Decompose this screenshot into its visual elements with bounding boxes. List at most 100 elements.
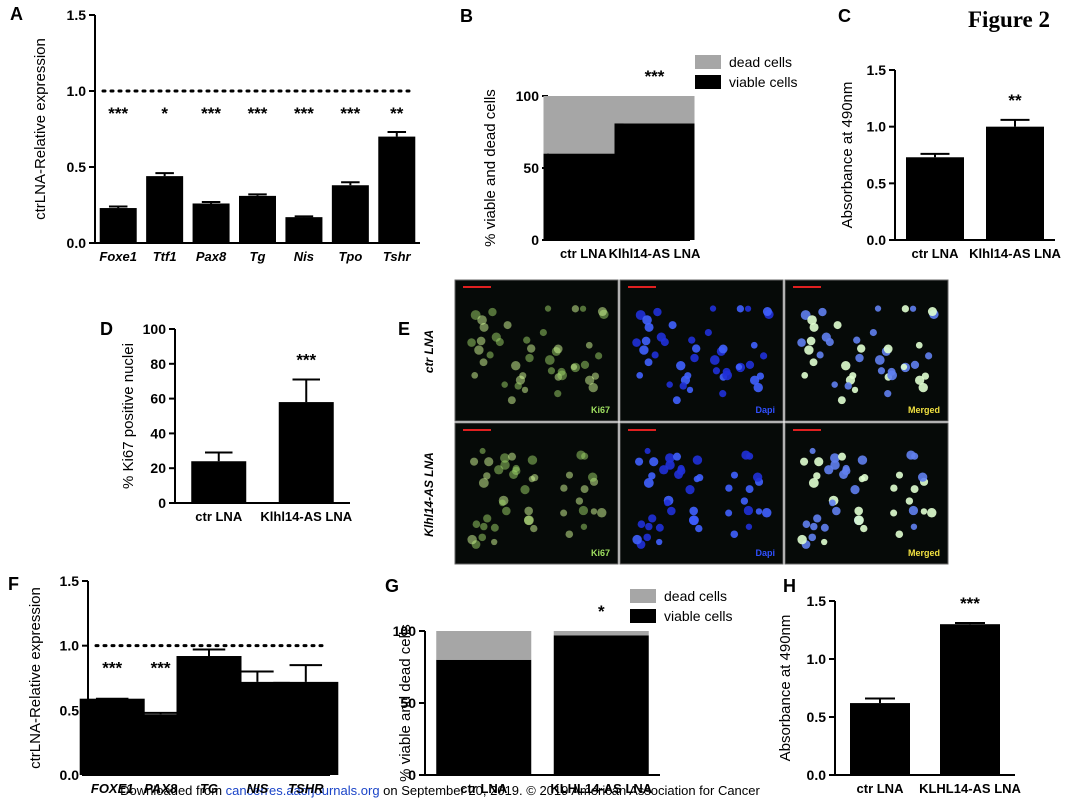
nucleus (841, 466, 851, 476)
nucleus (639, 345, 649, 355)
nucleus (854, 515, 864, 526)
nucleus (874, 305, 882, 312)
y-tick-label: 1.0 (867, 119, 887, 135)
bar-segment (543, 153, 624, 240)
y-axis-label: ctrLNA-Relative expression (27, 587, 44, 769)
nucleus (800, 457, 809, 466)
nucleus (471, 371, 479, 379)
footer-link[interactable]: cancerres.aacrjournals.org (226, 783, 380, 798)
nucleus (718, 344, 728, 354)
nucleus (484, 457, 494, 467)
x-tick-label: PAX8 (144, 781, 178, 796)
nucleus (692, 344, 701, 353)
y-tick-label: 60 (150, 391, 166, 407)
nucleus (801, 371, 809, 379)
nucleus (712, 367, 721, 375)
nucleus (690, 353, 699, 363)
channel-label: Ki67 (591, 405, 610, 415)
panel-label: B (460, 6, 473, 26)
legend-swatch (630, 589, 656, 603)
nucleus (490, 523, 499, 532)
nucleus (725, 509, 733, 517)
nucleus (467, 338, 476, 347)
nucleus (544, 305, 552, 312)
nucleus (809, 358, 818, 367)
y-tick-label: 0 (531, 232, 539, 248)
legend-swatch (695, 55, 721, 69)
nucleus (874, 355, 885, 365)
nucleus (837, 396, 846, 405)
nucleus (806, 336, 816, 346)
nucleus (500, 460, 510, 470)
nucleus (585, 375, 595, 385)
nucleus (495, 338, 504, 347)
y-axis-label: % viable and dead cells (482, 89, 499, 247)
nucleus (665, 453, 675, 463)
nucleus (587, 472, 598, 482)
nucleus (910, 485, 919, 494)
x-tick-label: Tpo (338, 249, 362, 264)
nucleus (825, 338, 834, 347)
nucleus (666, 381, 673, 388)
bar (99, 208, 137, 243)
nucleus (575, 497, 584, 505)
nucleus (524, 506, 533, 516)
nucleus (696, 474, 704, 482)
nucleus (467, 534, 477, 545)
y-tick-label: 100 (516, 88, 540, 104)
nucleus (844, 382, 852, 390)
nucleus (725, 484, 733, 492)
panel-label: E (398, 319, 410, 339)
nucleus (557, 367, 566, 376)
nucleus (590, 508, 598, 515)
nucleus (743, 505, 754, 516)
nucleus (821, 538, 828, 546)
nucleus (927, 507, 937, 518)
nucleus (745, 360, 755, 369)
significance: *** (108, 104, 128, 123)
nucleus (832, 506, 841, 516)
nucleus (820, 523, 829, 532)
panel-label: F (8, 574, 19, 594)
nucleus (571, 305, 580, 313)
nucleus (741, 450, 751, 460)
bar-segment (543, 96, 624, 154)
nucleus (884, 390, 892, 398)
nucleus (643, 533, 652, 542)
nucleus (644, 322, 654, 332)
nucleus (597, 507, 607, 518)
y-tick-label: 50 (523, 160, 539, 176)
nucleus (648, 514, 657, 523)
x-tick-label: ctr LNA (195, 509, 243, 524)
nucleus (855, 353, 864, 363)
nucleus (857, 455, 868, 465)
nucleus (900, 363, 908, 371)
nucleus (527, 344, 536, 353)
y-axis-label: % viable and dead cells (397, 624, 414, 782)
nucleus (915, 341, 923, 349)
nucleus (595, 352, 603, 360)
nucleus (523, 336, 531, 344)
nucleus (645, 522, 653, 531)
nucleus (802, 520, 811, 529)
nucleus (735, 363, 743, 371)
nucleus (685, 485, 695, 495)
nucleus (642, 315, 652, 325)
nucleus (755, 508, 763, 515)
nucleus (578, 505, 589, 516)
nucleus (470, 457, 479, 466)
nucleus (756, 372, 765, 380)
nucleus (917, 472, 928, 482)
nucleus (501, 381, 508, 388)
legend-swatch (695, 75, 721, 89)
significance: *** (645, 67, 665, 86)
nucleus (648, 472, 656, 480)
nucleus (524, 515, 534, 526)
nucleus (853, 336, 861, 344)
y-tick-label: 50 (400, 695, 416, 711)
bar (986, 126, 1044, 240)
bar-segment (553, 631, 649, 636)
row-label: ctr LNA (422, 330, 436, 373)
nucleus (740, 497, 749, 505)
nucleus (689, 506, 698, 516)
